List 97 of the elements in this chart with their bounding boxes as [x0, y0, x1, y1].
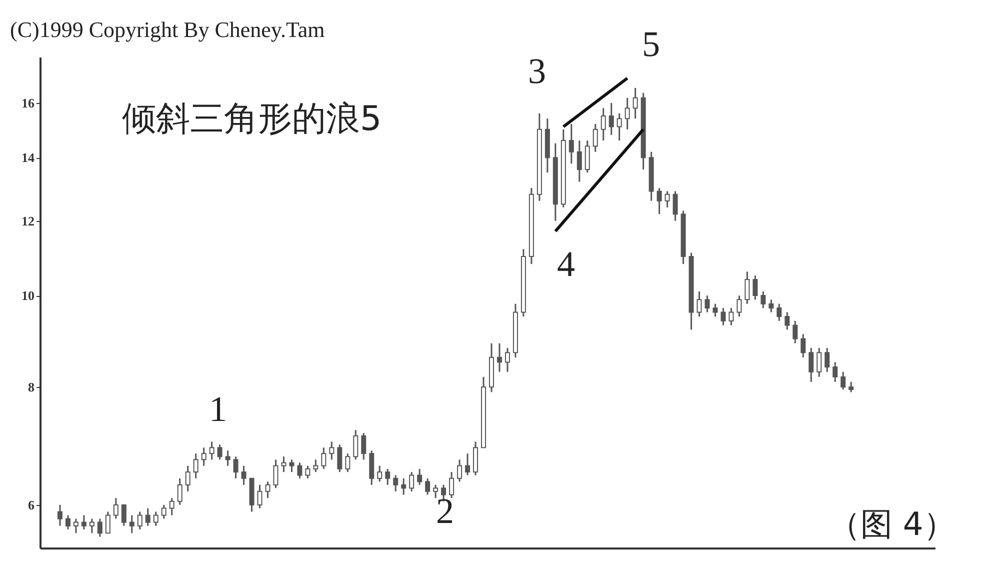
- candlestick: [257, 484, 262, 510]
- candlestick: [377, 465, 382, 482]
- candlestick: [584, 140, 590, 174]
- candlestick: [345, 452, 350, 473]
- annotation: 1: [209, 389, 227, 429]
- candlestick: [696, 290, 702, 318]
- candlestick: [712, 303, 718, 318]
- candlestick: [289, 458, 294, 473]
- candlestick: [433, 484, 438, 499]
- candlestick: [776, 303, 782, 322]
- candlestick: [161, 504, 166, 520]
- candlestick: [361, 432, 366, 460]
- candlestick: [217, 444, 222, 460]
- candlestick: [457, 458, 462, 482]
- candlestick: [465, 452, 470, 476]
- candlestick: [225, 450, 230, 467]
- candlestick: [129, 514, 134, 534]
- candlestick: [417, 468, 422, 486]
- candlestick: [704, 294, 710, 314]
- candlestick: [832, 361, 838, 383]
- candlestick: [752, 274, 758, 300]
- candlestick: [632, 87, 638, 120]
- annotation: 4: [557, 244, 575, 284]
- candlestick: [808, 347, 814, 383]
- candlestick: [385, 468, 390, 486]
- candlestick: [233, 456, 238, 480]
- y-tick-label: 10: [22, 288, 34, 304]
- candlestick: [153, 510, 158, 527]
- annotation: 倾斜三角形的浪5: [122, 99, 382, 139]
- candlestick: [736, 294, 742, 318]
- candlestick: [840, 371, 846, 390]
- candlestick: [848, 381, 854, 393]
- annotation: 3: [528, 51, 546, 91]
- candlestick: [616, 112, 622, 142]
- candlestick: [592, 123, 598, 153]
- candlestick: [169, 497, 174, 516]
- candlestick: [784, 312, 790, 330]
- candlestick: [297, 462, 302, 480]
- candlestick: [816, 347, 822, 378]
- candlestick: [760, 290, 766, 309]
- candlestick: [496, 342, 502, 373]
- candlestick: [329, 440, 334, 460]
- annotation: 2: [436, 491, 454, 531]
- candlestick: [321, 446, 326, 470]
- candlestick: [113, 497, 118, 520]
- y-tick-label: 14: [22, 150, 35, 166]
- candlestick: [65, 514, 70, 530]
- candlestick: [177, 478, 182, 506]
- candlestick: [768, 298, 774, 314]
- y-tick-label: 12: [22, 213, 34, 228]
- candlestick: [393, 474, 398, 492]
- candlestick: [728, 307, 734, 326]
- candlestick: [600, 107, 606, 142]
- candlestick: [337, 444, 342, 473]
- y-tick-label: 16: [22, 95, 35, 110]
- candlestick: [305, 465, 310, 480]
- candlestick: [449, 471, 454, 499]
- candlestick: [201, 446, 206, 467]
- candlestick: [576, 140, 582, 183]
- candlestick: [504, 347, 510, 373]
- candlestick: [425, 478, 430, 496]
- candlestick: [193, 452, 198, 480]
- annotation: 5: [642, 24, 660, 64]
- candlestick: [672, 190, 678, 222]
- candlestick: [281, 456, 286, 473]
- candlestick: [185, 465, 190, 492]
- candlestick: [792, 320, 798, 344]
- candlestick: [313, 458, 318, 473]
- candlestick: [97, 518, 102, 538]
- annotation: （图 4）: [828, 505, 956, 543]
- candlestick: [137, 510, 142, 530]
- candlestick: [744, 270, 750, 305]
- candlestick: [145, 508, 150, 527]
- candlestick: [209, 440, 214, 460]
- candlestick: [265, 480, 270, 499]
- candlestick: [73, 518, 78, 534]
- candlestick: [824, 347, 830, 373]
- candlestick: [241, 465, 246, 486]
- candlestick: [656, 187, 662, 215]
- candlestick: [664, 190, 670, 208]
- y-tick-label: 8: [28, 379, 35, 394]
- candlestick: [89, 518, 94, 534]
- candlestick: [800, 333, 806, 358]
- candlestick: [568, 123, 574, 164]
- candlestick: [720, 307, 726, 326]
- candlestick: [353, 429, 358, 460]
- text: (C)1999 Copyright By Cheney.Tam: [10, 17, 325, 42]
- candlestick: [105, 510, 110, 534]
- candlestick: [401, 478, 406, 496]
- candlestick: [273, 458, 278, 489]
- candlestick: [409, 471, 414, 492]
- candlestick: [81, 514, 86, 530]
- candlestick: [57, 504, 62, 527]
- candlestick: [121, 504, 126, 527]
- y-tick-label: 6: [28, 497, 35, 512]
- candlestick: [608, 102, 614, 136]
- candlestick: [624, 97, 630, 130]
